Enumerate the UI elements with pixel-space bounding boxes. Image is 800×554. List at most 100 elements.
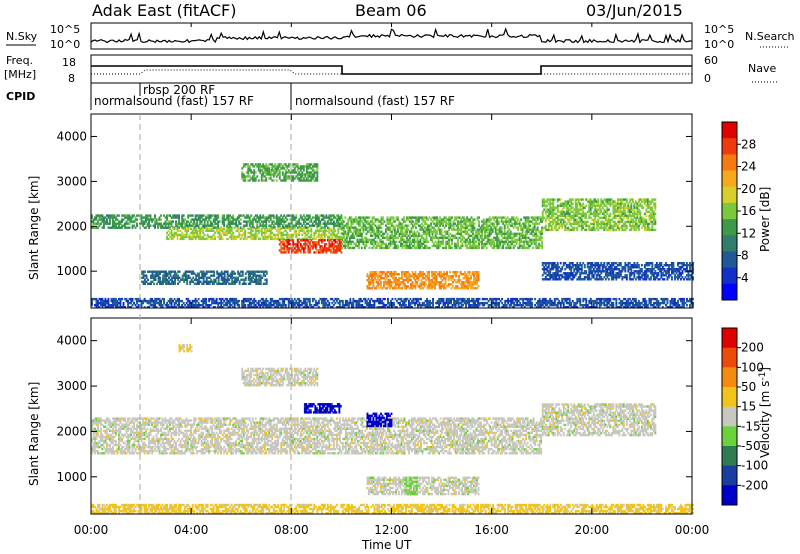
power-cell bbox=[435, 271, 438, 274]
power-cell bbox=[199, 220, 202, 223]
power-cell bbox=[400, 228, 402, 231]
power-cell bbox=[245, 171, 248, 174]
power-cell bbox=[407, 238, 410, 241]
power-cell bbox=[338, 241, 341, 244]
power-cell bbox=[643, 198, 646, 201]
power-cell bbox=[374, 232, 377, 235]
power-cell bbox=[651, 214, 654, 217]
power-cell bbox=[443, 230, 446, 233]
power-cell bbox=[368, 281, 370, 284]
power-cell bbox=[133, 301, 135, 305]
power-cell bbox=[454, 216, 456, 219]
power-cell bbox=[404, 287, 406, 290]
power-cell bbox=[257, 301, 260, 305]
power-cell bbox=[242, 306, 245, 309]
power-cell bbox=[250, 235, 253, 239]
power-cell bbox=[625, 206, 628, 209]
power-cell bbox=[251, 171, 254, 174]
power-cell bbox=[91, 304, 93, 307]
power-cell bbox=[247, 220, 250, 223]
power-cell bbox=[386, 271, 388, 274]
power-cell bbox=[329, 229, 332, 232]
power-cell bbox=[185, 231, 188, 235]
power-cell bbox=[226, 216, 229, 219]
power-cell bbox=[544, 218, 547, 221]
power-cell bbox=[640, 220, 643, 224]
power-cell bbox=[296, 237, 299, 241]
power-cell bbox=[624, 206, 627, 209]
power-cell bbox=[334, 249, 337, 252]
power-cell bbox=[651, 222, 654, 226]
power-cell bbox=[137, 299, 140, 303]
power-cell bbox=[476, 234, 479, 237]
power-cell bbox=[289, 233, 292, 237]
power-cell bbox=[527, 230, 530, 233]
power-cell bbox=[182, 227, 185, 230]
power-cell bbox=[541, 246, 544, 250]
power-cell bbox=[419, 287, 421, 290]
power-cell bbox=[441, 279, 444, 282]
power-cell bbox=[242, 214, 245, 217]
power-cell bbox=[212, 214, 215, 217]
power-cell bbox=[244, 306, 247, 309]
power-cell bbox=[460, 220, 462, 223]
power-cell bbox=[118, 226, 120, 229]
power-cell bbox=[437, 228, 440, 231]
power-cell bbox=[440, 234, 443, 237]
power-cell bbox=[552, 204, 555, 207]
power-cell bbox=[280, 306, 283, 309]
power-cell bbox=[398, 240, 401, 243]
power-cell bbox=[338, 224, 341, 227]
power-cell bbox=[616, 206, 619, 209]
power-cell bbox=[541, 200, 544, 203]
power-cell bbox=[187, 214, 190, 217]
power-cell bbox=[335, 299, 338, 303]
power-cell bbox=[311, 247, 314, 250]
power-cell bbox=[645, 200, 648, 203]
power-cell bbox=[425, 244, 428, 248]
power-cell bbox=[443, 234, 446, 237]
power-cell bbox=[348, 238, 351, 241]
power-cell bbox=[376, 306, 379, 309]
power-cell bbox=[613, 222, 616, 226]
power-cell bbox=[426, 277, 429, 280]
power-cell bbox=[375, 299, 377, 303]
power-cell bbox=[302, 299, 305, 303]
power-cell bbox=[389, 216, 392, 219]
power-cell bbox=[173, 214, 176, 217]
power-cell bbox=[161, 306, 164, 309]
power-cell bbox=[398, 279, 400, 282]
power-cell bbox=[293, 251, 296, 254]
power-cell bbox=[226, 231, 229, 235]
power-cell bbox=[247, 299, 250, 303]
power-cell bbox=[570, 206, 573, 209]
power-cell bbox=[266, 218, 269, 221]
power-cell bbox=[392, 281, 394, 284]
power-cell bbox=[405, 279, 408, 282]
power-cell bbox=[503, 226, 506, 229]
power-cell bbox=[413, 222, 416, 225]
power-cell bbox=[263, 220, 266, 223]
power-cell bbox=[322, 247, 325, 250]
power-cell bbox=[574, 222, 577, 226]
power-cell bbox=[113, 216, 116, 219]
power-cell bbox=[296, 249, 299, 252]
power-cell bbox=[422, 281, 424, 284]
power-cell bbox=[606, 200, 609, 203]
power-cell bbox=[269, 299, 272, 303]
power-cell bbox=[448, 218, 450, 221]
power-cell bbox=[380, 244, 383, 248]
power-band bbox=[278, 239, 343, 254]
power-cell bbox=[386, 287, 388, 290]
power-cell bbox=[275, 214, 278, 217]
power-cell bbox=[478, 244, 480, 248]
power-cell bbox=[325, 222, 328, 225]
power-cell bbox=[361, 306, 364, 309]
power-cell bbox=[131, 304, 134, 307]
power-cell bbox=[362, 240, 365, 243]
power-cell bbox=[245, 216, 248, 219]
power-cell bbox=[296, 239, 299, 242]
power-cell bbox=[271, 173, 274, 176]
power-cell bbox=[212, 229, 215, 232]
power-cell bbox=[553, 206, 556, 209]
